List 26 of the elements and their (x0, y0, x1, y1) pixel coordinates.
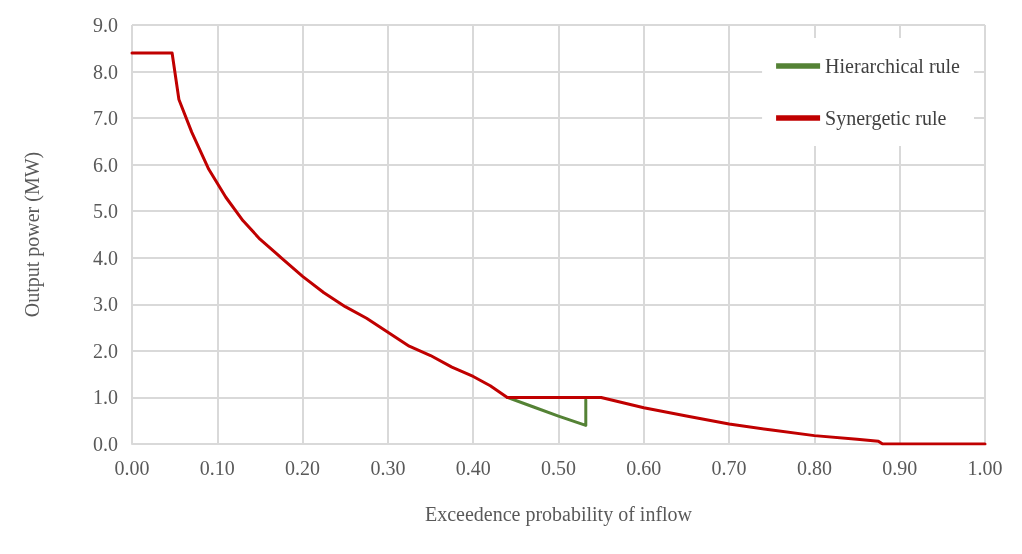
x-tick-label: 0.10 (199, 457, 235, 479)
x-tick-label: 0.80 (796, 457, 832, 479)
x-tick-label: 0.70 (711, 457, 747, 479)
y-tick-label: 3.0 (93, 293, 118, 316)
y-tick-label: 6.0 (93, 153, 118, 176)
legend-label: Hierarchical rule (825, 55, 961, 77)
x-tick-label: 0.90 (882, 457, 918, 479)
y-axis-title: Output power (MW) (21, 151, 44, 318)
x-tick-label: 0.00 (114, 457, 150, 479)
x-tick-label: 0.60 (626, 457, 662, 479)
y-tick-label: 7.0 (93, 107, 118, 130)
y-tick-label: 9.0 (93, 14, 118, 36)
x-tick-label: 1.00 (967, 457, 1003, 479)
x-axis-title: Exceedence probability of inflow (424, 503, 693, 526)
x-tick-label: 0.50 (541, 457, 576, 479)
y-tick-label: 2.0 (93, 339, 118, 362)
y-tick-label: 8.0 (93, 60, 118, 83)
x-tick-label: 0.20 (285, 457, 321, 479)
line-series (130, 51, 987, 446)
y-tick-label: 0.0 (93, 433, 118, 455)
x-tick-label: 0.30 (370, 457, 406, 479)
y-tick-label: 5.0 (93, 200, 118, 223)
y-tick-label: 1.0 (93, 386, 118, 409)
x-tick-label: 0.40 (455, 457, 491, 479)
legend-label: Synergetic rule (825, 107, 947, 130)
y-tick-label: 4.0 (93, 246, 118, 269)
